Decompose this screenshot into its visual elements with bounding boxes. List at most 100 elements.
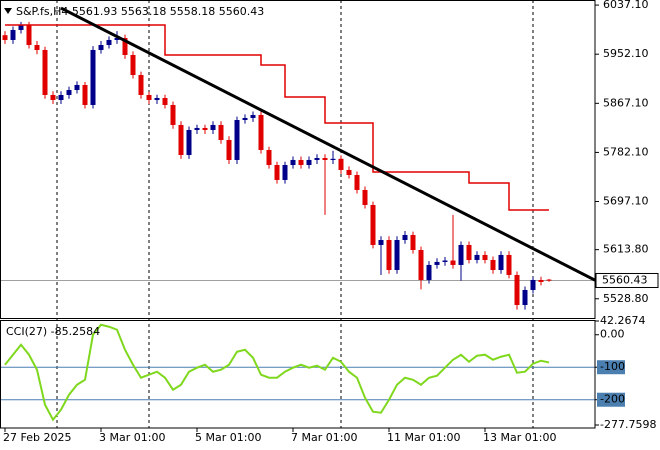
candle-body	[170, 104, 176, 125]
x-tick-label: 3 Mar 01:00	[99, 431, 165, 444]
current-price-box	[595, 272, 659, 288]
y-tick-label: 5613.80	[603, 243, 649, 256]
x-tick-label: 13 Mar 01:00	[483, 431, 556, 444]
candle-body	[522, 289, 528, 306]
candle-body	[418, 249, 424, 280]
x-tick-label: 5 Mar 01:00	[195, 431, 261, 444]
candle-body	[402, 234, 408, 241]
axes: 6037.10 5952.10 5867.10 5782.10 5697.10 5613.…	[3, 0, 659, 444]
candle-body	[234, 120, 240, 160]
candle-body	[282, 165, 288, 180]
candle-body	[506, 254, 512, 275]
candle-body	[386, 240, 392, 270]
y-tick-label: 5528.80	[603, 292, 649, 305]
candle-body	[34, 45, 40, 50]
level-label-box	[597, 360, 625, 375]
candle-body	[498, 254, 504, 270]
level-label-box	[597, 392, 625, 407]
candle-body	[138, 74, 144, 95]
candle-body	[106, 39, 112, 46]
candle-body	[154, 97, 160, 101]
y-tick-label: 0.00	[600, 328, 625, 341]
candle-body	[146, 94, 152, 101]
candle-body	[394, 240, 400, 270]
cci-panel	[0, 323, 595, 422]
candle-body	[266, 149, 272, 166]
candle-body	[2, 35, 8, 40]
cci-line	[4, 323, 550, 422]
y-tick-label: 5952.10	[603, 47, 649, 60]
candle-body	[66, 90, 72, 95]
candle-body	[466, 244, 472, 260]
price-frame	[0, 0, 596, 319]
x-tick-label: 27 Feb 2025	[3, 431, 71, 444]
x-tick-label: 11 Mar 01:00	[387, 431, 460, 444]
candle-body	[474, 254, 480, 260]
candle-body	[514, 274, 520, 306]
candle-body	[130, 55, 136, 75]
candle-body	[482, 254, 488, 260]
day-separators	[56, 0, 534, 428]
candle-body	[362, 189, 368, 205]
candle-body	[210, 124, 216, 130]
candle-body	[218, 124, 224, 140]
candle-body	[346, 169, 352, 176]
candle-body	[378, 240, 384, 245]
candle-body	[450, 260, 456, 265]
candle-body	[306, 159, 312, 166]
candle-body	[58, 94, 64, 101]
candle-body	[410, 234, 416, 250]
candle-body	[330, 158, 336, 160]
candle-body	[458, 244, 464, 265]
candle-body	[98, 45, 104, 50]
candle-body	[26, 25, 32, 46]
candle-body	[82, 84, 88, 105]
candle-body	[42, 49, 48, 95]
candle-body	[354, 175, 360, 190]
candle-body	[490, 259, 496, 270]
y-tick-label: 6037.10	[603, 0, 649, 11]
candle-body	[298, 159, 304, 166]
candle-body	[202, 127, 208, 130]
candle-body	[546, 279, 552, 281]
candle-body	[434, 261, 440, 265]
current-price-label: 5560.43	[602, 273, 648, 286]
candle-body	[90, 49, 96, 105]
candle-body	[530, 279, 536, 290]
candle-body	[314, 158, 320, 160]
candle-body	[194, 127, 200, 130]
y-tick-label: 5697.10	[603, 195, 649, 208]
candle-body	[274, 165, 280, 180]
candle-body	[122, 38, 128, 56]
y-tick-label: 5782.10	[603, 145, 649, 158]
y-tick-label: 42.2674	[600, 314, 646, 327]
overlay-line	[5, 24, 549, 211]
y-tick-label: -277.7598	[600, 418, 656, 431]
y-tick-label: -200	[600, 393, 625, 406]
candle-body	[322, 158, 328, 160]
candle-body	[50, 94, 56, 101]
candle-body	[226, 139, 232, 160]
candle-body	[338, 158, 344, 170]
cci-frame	[0, 320, 596, 429]
chart-title: S&P.fs,H4 5561.93 5563.18 5558.18 5560.4…	[16, 5, 264, 18]
y-tick-label: -100	[600, 360, 625, 373]
candle-body	[442, 260, 448, 262]
overlay-line	[60, 6, 595, 282]
candle-body	[290, 159, 296, 166]
candle-body	[426, 264, 432, 280]
candle-body	[242, 117, 248, 121]
candle-body	[10, 29, 16, 40]
candle-body	[74, 84, 80, 91]
candle-body	[370, 204, 376, 245]
candle-body	[186, 129, 192, 156]
candle-body	[162, 97, 168, 105]
candle-body	[258, 114, 264, 150]
candle-body	[18, 25, 24, 30]
candle-body	[114, 38, 120, 40]
price-panel	[0, 6, 595, 310]
y-tick-label: 5867.10	[603, 96, 649, 109]
candle-body	[250, 114, 256, 118]
candle-body	[538, 279, 544, 283]
